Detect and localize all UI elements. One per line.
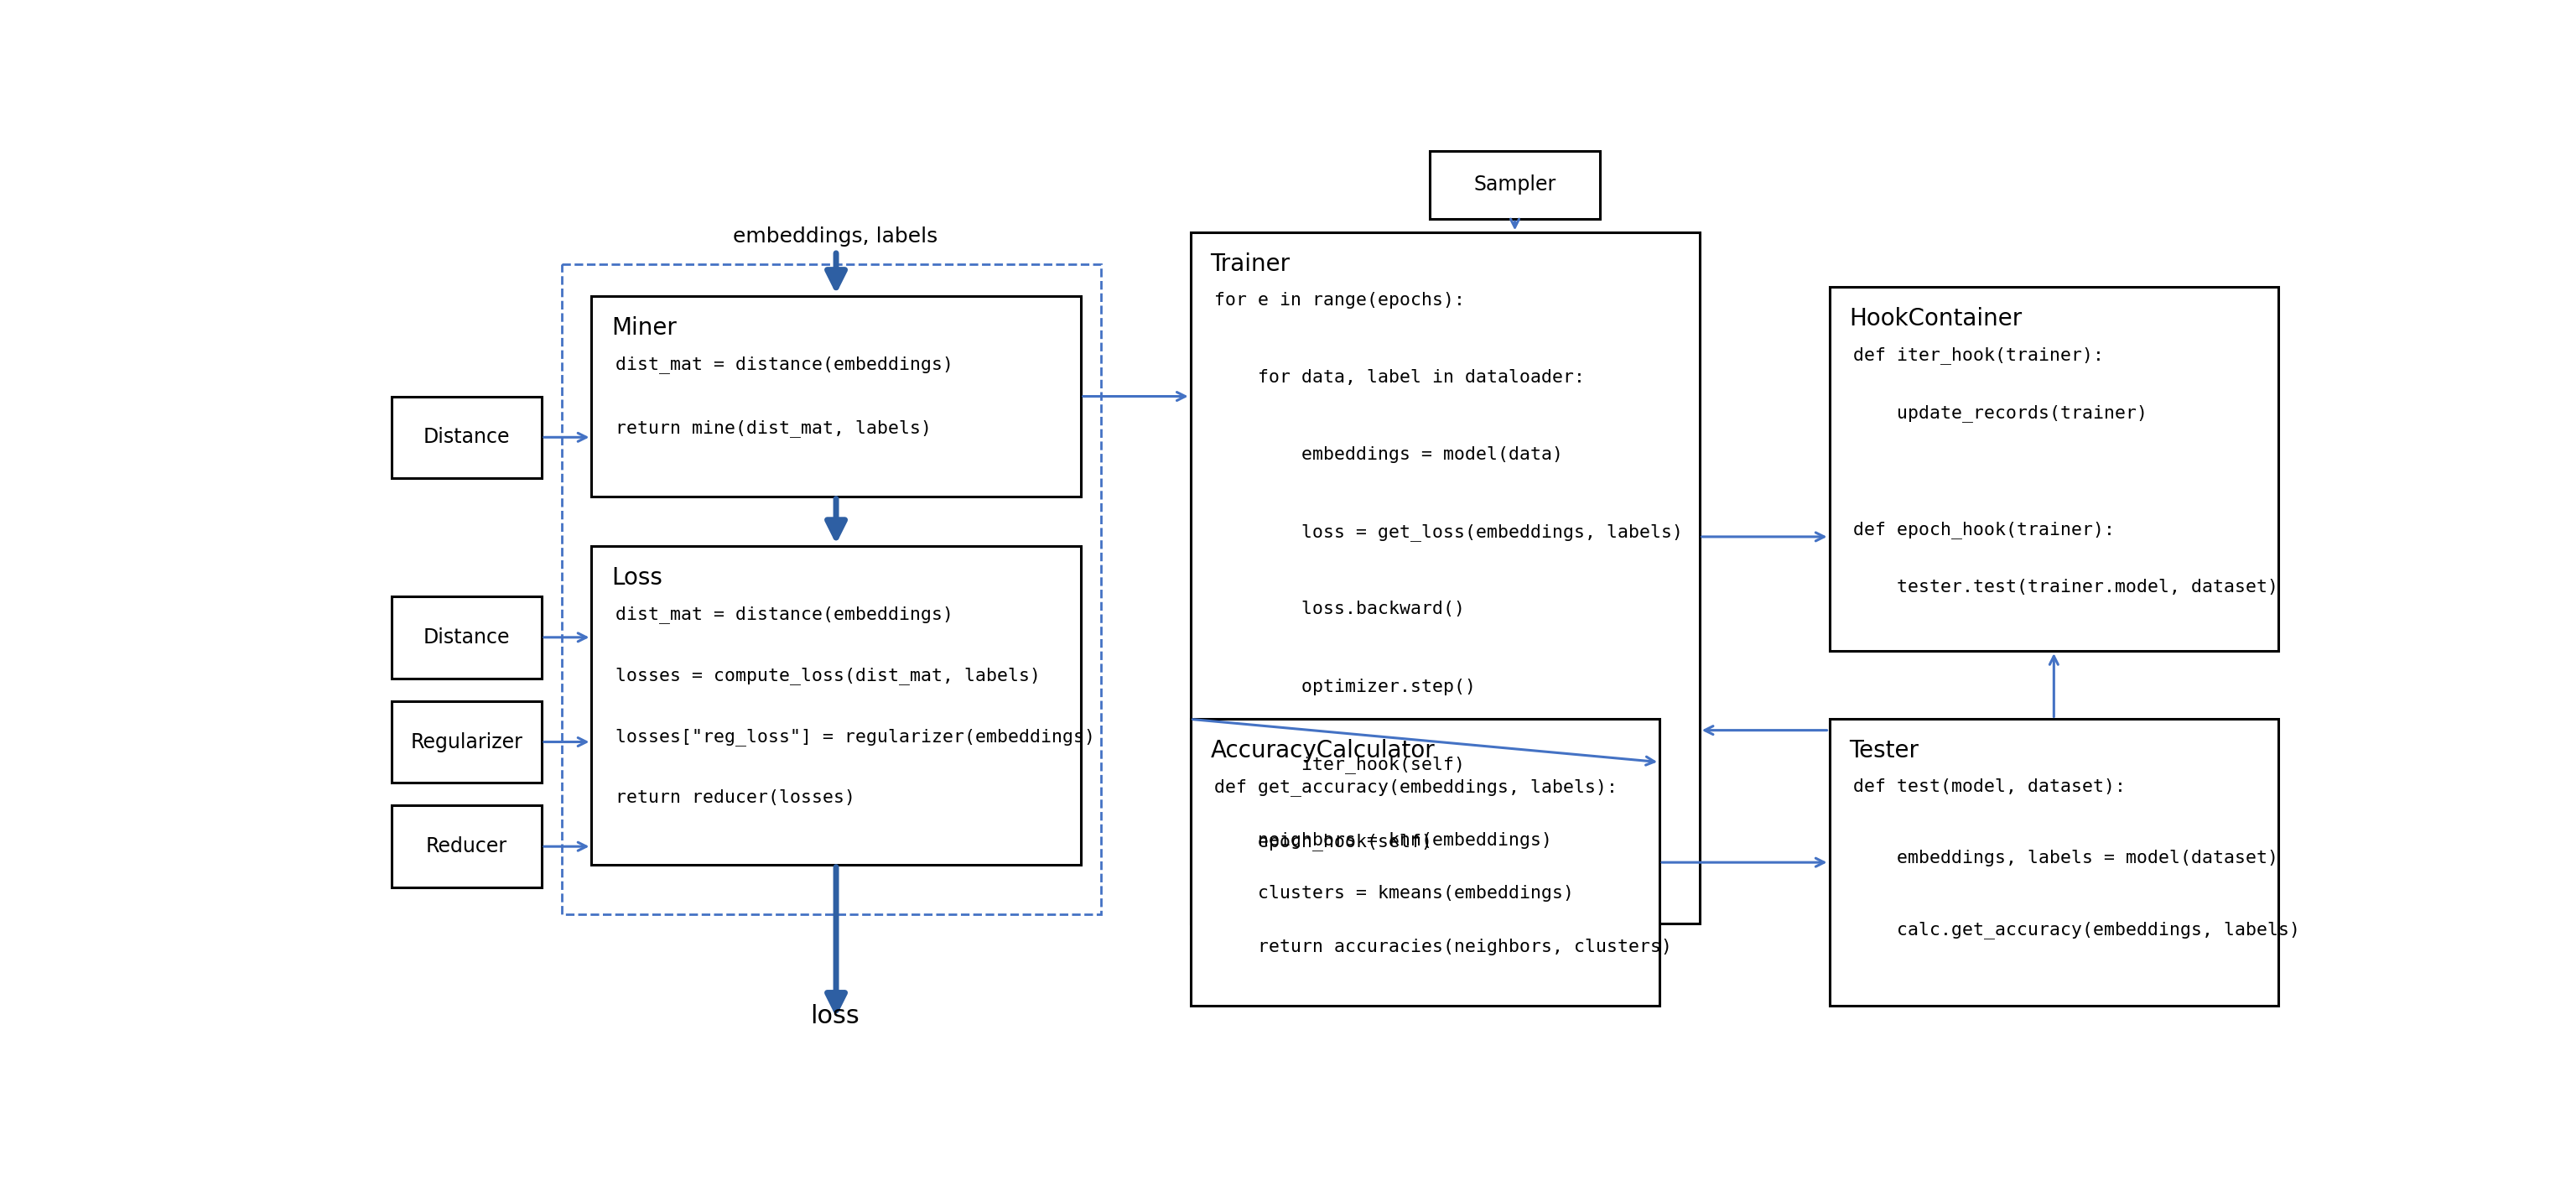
Text: optimizer.step(): optimizer.step() xyxy=(1213,678,1476,696)
Text: embeddings, labels: embeddings, labels xyxy=(732,227,938,247)
Text: loss: loss xyxy=(811,1004,860,1029)
Text: losses["reg_loss"] = regularizer(embeddings): losses["reg_loss"] = regularizer(embeddi… xyxy=(616,729,1095,746)
Text: def iter_hook(trainer):: def iter_hook(trainer): xyxy=(1852,346,2105,364)
Bar xyxy=(562,265,1100,914)
Text: def epoch_hook(trainer):: def epoch_hook(trainer): xyxy=(1852,521,2115,539)
Text: Sampler: Sampler xyxy=(1473,175,1556,195)
Text: clusters = kmeans(embeddings): clusters = kmeans(embeddings) xyxy=(1213,885,1574,902)
Text: losses = compute_loss(dist_mat, labels): losses = compute_loss(dist_mat, labels) xyxy=(616,667,1041,685)
Bar xyxy=(392,805,541,887)
Text: HookContainer: HookContainer xyxy=(1850,307,2022,331)
Text: return reducer(losses): return reducer(losses) xyxy=(616,790,855,807)
Text: epoch_hook(self): epoch_hook(self) xyxy=(1213,833,1432,850)
Text: embeddings, labels = model(dataset): embeddings, labels = model(dataset) xyxy=(1852,849,2277,867)
Text: Reducer: Reducer xyxy=(425,836,507,856)
Text: embeddings = model(data): embeddings = model(data) xyxy=(1213,446,1564,463)
Bar xyxy=(392,397,541,478)
Bar xyxy=(1190,233,1700,924)
Text: dist_mat = distance(embeddings): dist_mat = distance(embeddings) xyxy=(616,355,953,373)
Text: Tester: Tester xyxy=(1850,739,1919,763)
Text: def get_accuracy(embeddings, labels):: def get_accuracy(embeddings, labels): xyxy=(1213,778,1618,796)
Bar xyxy=(592,296,1082,496)
Text: Distance: Distance xyxy=(422,627,510,647)
Text: dist_mat = distance(embeddings): dist_mat = distance(embeddings) xyxy=(616,606,953,624)
Text: loss.backward(): loss.backward() xyxy=(1213,601,1466,618)
Bar xyxy=(392,596,541,678)
Text: neighbors = knn(embeddings): neighbors = knn(embeddings) xyxy=(1213,831,1553,848)
Text: for data, label in dataloader:: for data, label in dataloader: xyxy=(1213,368,1584,386)
Text: Miner: Miner xyxy=(611,317,677,340)
Bar xyxy=(1829,719,2277,1005)
Bar xyxy=(592,547,1082,864)
Text: Regularizer: Regularizer xyxy=(410,732,523,752)
Bar xyxy=(392,702,541,783)
Text: tester.test(trainer.model, dataset): tester.test(trainer.model, dataset) xyxy=(1852,579,2277,596)
Text: Distance: Distance xyxy=(422,428,510,448)
Bar xyxy=(1829,287,2277,651)
Bar xyxy=(1430,151,1600,218)
Text: Trainer: Trainer xyxy=(1211,253,1291,276)
Text: iter_hook(self): iter_hook(self) xyxy=(1213,756,1466,774)
Text: return mine(dist_mat, labels): return mine(dist_mat, labels) xyxy=(616,419,933,437)
Text: calc.get_accuracy(embeddings, labels): calc.get_accuracy(embeddings, labels) xyxy=(1852,921,2300,939)
Text: loss = get_loss(embeddings, labels): loss = get_loss(embeddings, labels) xyxy=(1213,523,1682,541)
Text: for e in range(epochs):: for e in range(epochs): xyxy=(1213,292,1466,308)
Bar xyxy=(1190,719,1659,1005)
Text: Loss: Loss xyxy=(611,567,662,589)
Text: AccuracyCalculator: AccuracyCalculator xyxy=(1211,739,1435,763)
Text: update_records(trainer): update_records(trainer) xyxy=(1852,405,2148,422)
Text: return accuracies(neighbors, clusters): return accuracies(neighbors, clusters) xyxy=(1213,939,1672,955)
Text: def test(model, dataset):: def test(model, dataset): xyxy=(1852,778,2125,795)
